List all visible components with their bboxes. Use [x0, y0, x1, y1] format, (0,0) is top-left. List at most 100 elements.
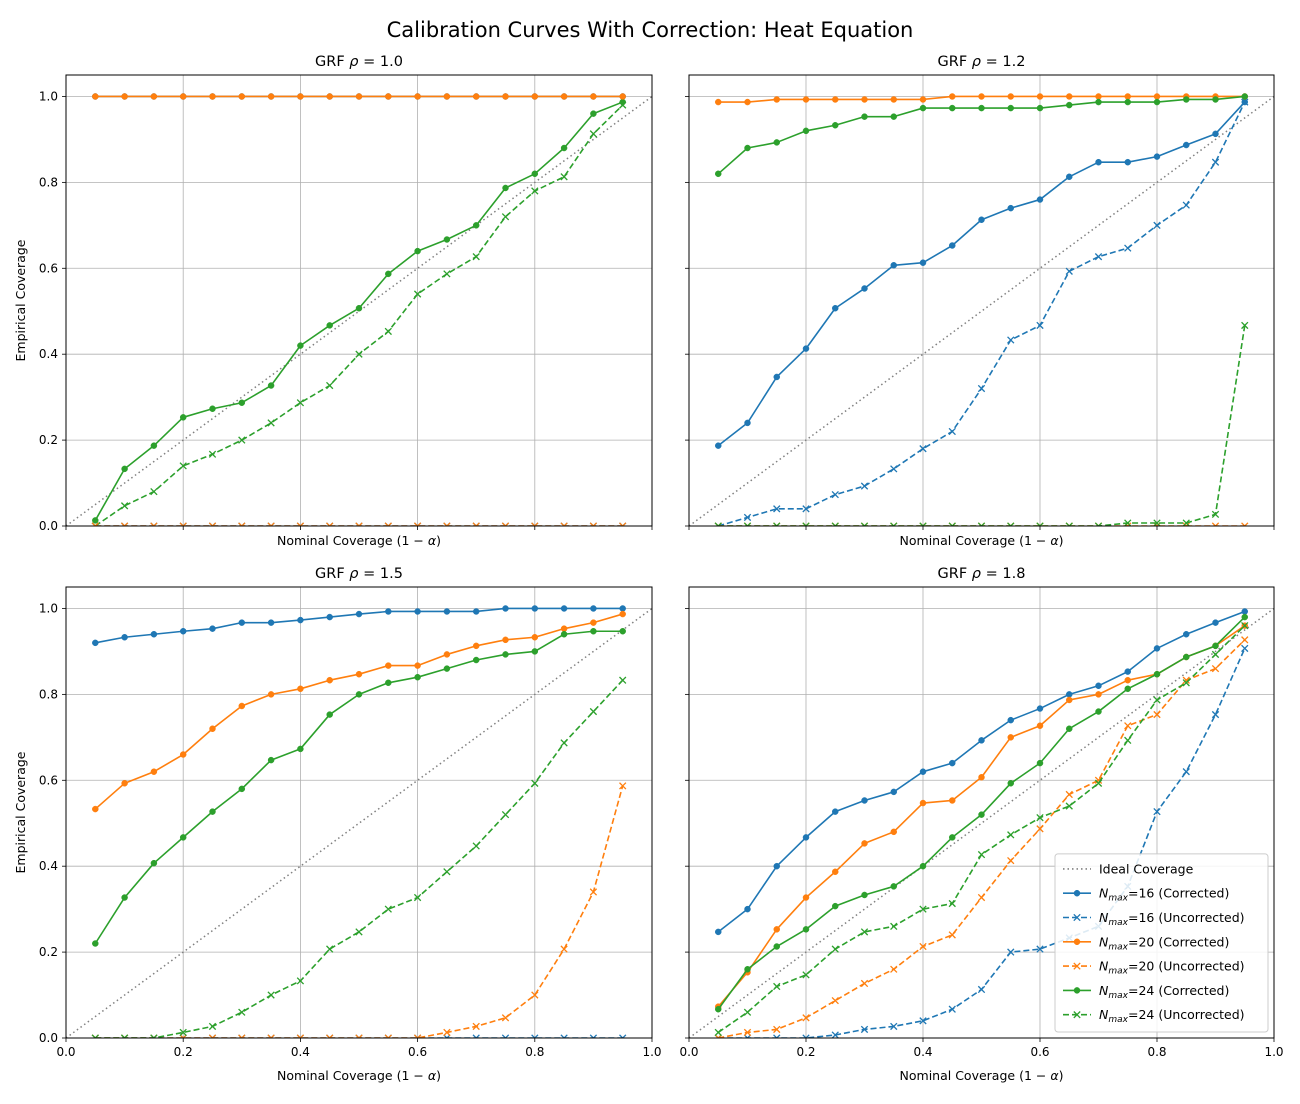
data-point-n24-uncorrected: [714, 522, 722, 526]
data-point-n16-corrected: [1183, 141, 1190, 149]
data-point-n24-corrected: [773, 139, 780, 146]
marker-stroke: [91, 522, 97, 526]
marker-stroke: [831, 522, 837, 526]
data-point-n16-corrected: [1183, 630, 1190, 638]
data-point-n24-uncorrected: [208, 450, 217, 458]
marker-stroke: [1241, 98, 1249, 106]
data-point-n20-corrected: [1007, 93, 1014, 100]
legend-label: Nmax=20 (Corrected): [1099, 934, 1229, 952]
data-point-n20-uncorrected: [267, 522, 275, 526]
data-point-n24-uncorrected: [619, 676, 627, 684]
marker-stroke: [501, 1014, 510, 1022]
marker-stroke: [413, 522, 419, 526]
data-point-n24-corrected: [267, 382, 275, 389]
marker-stroke: [384, 327, 392, 336]
data-point-n20-corrected: [619, 93, 626, 100]
data-point-n16-uncorrected: [948, 427, 956, 436]
data-point-n16-corrected: [1241, 608, 1248, 615]
data-point-n24-uncorrected: [948, 899, 956, 908]
data-point-n20-uncorrected: [472, 1022, 480, 1031]
marker-stroke: [533, 522, 539, 526]
data-point-n20-corrected: [209, 725, 216, 732]
data-point-n16-corrected: [1153, 153, 1161, 160]
marker-stroke: [296, 399, 305, 407]
marker-stroke: [501, 522, 507, 526]
data-point-n24-corrected: [949, 834, 956, 841]
marker-stroke: [805, 522, 810, 526]
data-point-n16-corrected: [121, 634, 128, 641]
data-point-n24-corrected: [297, 342, 304, 349]
data-point-n24-corrected: [121, 465, 128, 473]
data-point-n24-corrected: [121, 894, 128, 901]
data-point-n16-corrected: [715, 442, 722, 449]
marker-stroke: [238, 1034, 243, 1038]
series-line-n20-corrected: [94, 613, 623, 810]
marker-stroke: [1182, 768, 1190, 776]
marker-stroke: [773, 1025, 781, 1034]
data-point-n24-uncorrected: [1094, 522, 1103, 526]
data-point-n24-corrected: [1241, 93, 1248, 100]
data-point-n24-corrected: [802, 926, 810, 933]
marker-stroke: [445, 522, 451, 526]
x-label-close: ): [1059, 533, 1064, 548]
data-point-n24-uncorrected: [890, 922, 898, 930]
data-point-n16-corrected: [326, 613, 333, 621]
y-axis-label: Empirical Coverage: [13, 239, 28, 361]
data-point-n20-uncorrected: [472, 522, 480, 526]
data-point-n24-uncorrected: [1241, 321, 1249, 330]
data-point-n24-uncorrected: [1182, 519, 1190, 526]
axes-frame: [688, 586, 1275, 1039]
data-point-n20-uncorrected: [560, 522, 568, 526]
data-point-n24-uncorrected: [531, 779, 539, 787]
data-point-n20-uncorrected: [355, 1034, 363, 1038]
marker-stroke: [775, 1034, 781, 1038]
y-tick-label: 0.6: [39, 773, 58, 787]
marker-stroke: [445, 1034, 451, 1038]
data-point-n24-corrected: [1007, 104, 1014, 112]
data-point-n24-corrected: [590, 627, 597, 635]
data-point-n24-corrected: [861, 113, 868, 120]
data-point-n24-uncorrected: [919, 522, 927, 526]
marker-stroke: [531, 991, 539, 999]
data-point-n16-uncorrected: [1211, 710, 1220, 719]
data-point-n16-uncorrected: [1036, 321, 1044, 330]
marker-stroke: [1094, 522, 1100, 526]
data-point-n24-corrected: [238, 785, 246, 793]
marker-stroke: [860, 522, 866, 526]
axes-frame: [65, 586, 653, 1039]
data-point-n24-uncorrected: [802, 971, 810, 979]
marker-stroke: [355, 928, 363, 936]
data-point-n24-corrected: [531, 648, 539, 655]
data-point-n16-corrected: [1036, 196, 1044, 203]
data-point-n20-uncorrected: [1036, 825, 1044, 833]
marker-stroke: [413, 893, 422, 902]
data-point-n16-corrected: [890, 788, 897, 796]
data-point-n20-corrected: [502, 93, 509, 100]
legend-symbol: N: [1099, 934, 1109, 949]
marker-stroke: [1073, 962, 1081, 970]
marker-stroke: [501, 1034, 507, 1038]
data-point-n20-uncorrected: [1124, 722, 1132, 730]
data-point-n20-corrected: [890, 96, 897, 103]
data-point-n24-uncorrected: [150, 487, 158, 496]
marker-stroke: [1153, 522, 1158, 526]
marker-stroke: [123, 522, 129, 526]
marker-stroke: [775, 522, 781, 526]
marker-stroke: [805, 1034, 810, 1038]
data-point-n24-uncorrected: [355, 928, 363, 936]
data-point-n20-corrected: [150, 93, 158, 100]
data-point-n24-uncorrected: [919, 905, 927, 913]
marker-stroke: [621, 1034, 627, 1038]
marker-stroke: [208, 450, 217, 458]
data-point-n20-uncorrected: [443, 1028, 451, 1037]
data-point-n20-uncorrected: [589, 888, 598, 896]
data-point-n24-corrected: [715, 170, 722, 178]
data-point-n20-corrected: [832, 96, 839, 103]
marker-stroke: [589, 707, 598, 716]
data-point-n24-uncorrected: [150, 1034, 158, 1038]
data-point-n20-corrected: [590, 93, 597, 100]
marker-stroke: [1241, 636, 1249, 644]
data-point-n20-uncorrected: [831, 996, 839, 1005]
y-tick-label: 0.4: [39, 347, 58, 361]
x-axis-label: Nominal Coverage (1 − α): [900, 1068, 1064, 1083]
